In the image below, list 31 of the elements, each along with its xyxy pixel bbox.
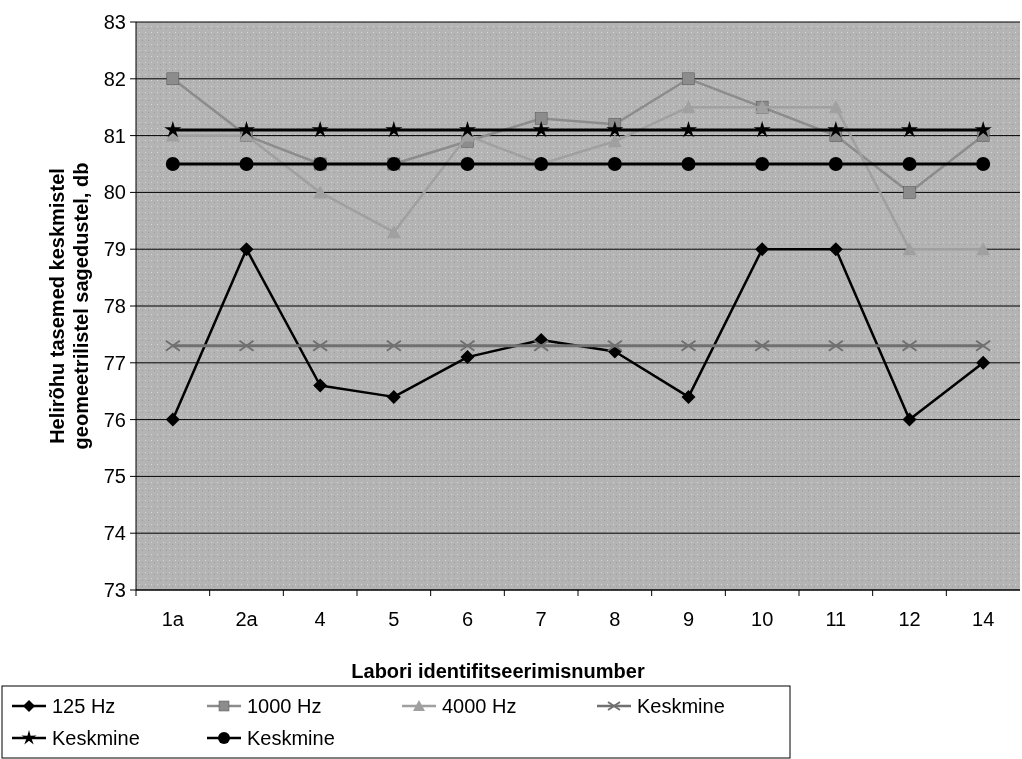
y-tick-label: 79: [103, 238, 126, 261]
y-tick-label: 83: [103, 11, 126, 33]
y-tick-label: 80: [103, 181, 126, 204]
legend-label: Keskmine: [52, 727, 140, 749]
x-tick-label: 6: [461, 608, 474, 630]
legend-label: Keskmine: [247, 727, 335, 749]
y-axis-title: Helirõhu tasemed keskmistel geomeetrilistel sagedustel, db: [46, 162, 92, 450]
legend-label: 1000 Hz: [247, 695, 322, 717]
legend-label: 125 Hz: [52, 695, 116, 717]
x-tick-label: 5: [388, 608, 400, 630]
y-tick-label: 75: [103, 465, 126, 488]
x-tick-label: 11: [825, 608, 847, 630]
x-tick-label: 2a: [235, 608, 259, 630]
x-axis-title: Labori identifitseerimisnumber: [351, 660, 645, 682]
y-tick-label: 74: [103, 522, 126, 545]
x-tick-label: 8: [609, 608, 621, 630]
x-tick-label: 10: [751, 608, 774, 630]
x-tick-label: 9: [682, 608, 695, 630]
x-tick-label: 7: [535, 608, 547, 630]
y-tick-label: 78: [103, 295, 126, 317]
legend-label: Keskmine: [637, 695, 725, 717]
x-tick-label: 12: [898, 608, 921, 630]
y-tick-label: 76: [103, 408, 126, 431]
y-tick-label: 73: [103, 579, 126, 601]
x-tick-label: 14: [972, 608, 995, 630]
legend-label: 4000 Hz: [442, 695, 517, 717]
y-tick-label: 81: [103, 124, 126, 147]
x-tick-label: 4: [314, 608, 326, 630]
y-tick-label: 82: [103, 67, 126, 90]
x-tick-label: 1a: [161, 608, 185, 630]
y-tick-label: 77: [103, 351, 126, 374]
